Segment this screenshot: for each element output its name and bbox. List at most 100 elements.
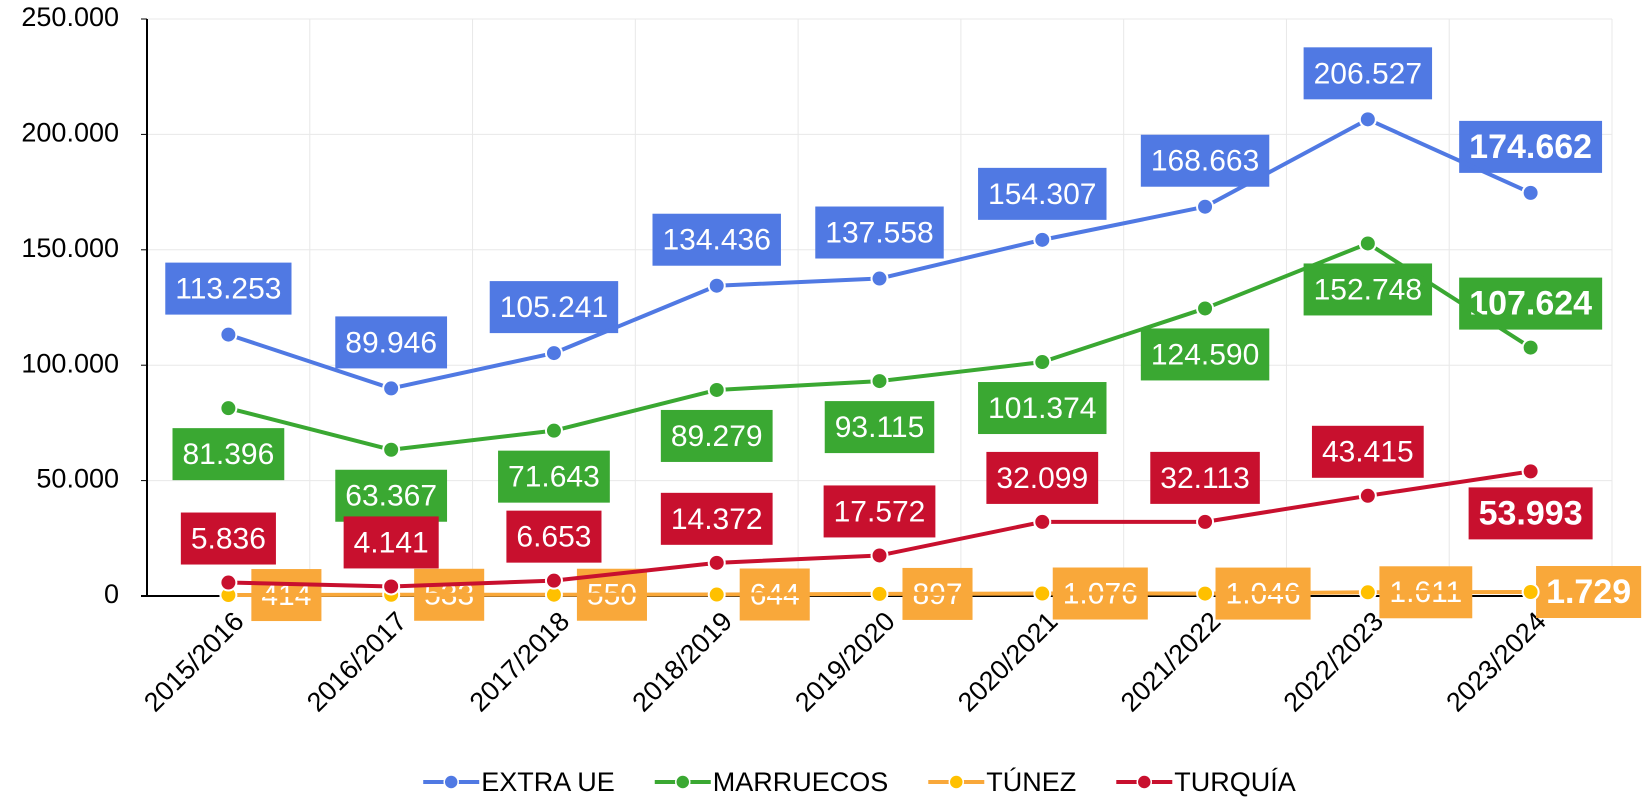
value-label-text: 206.527: [1314, 57, 1422, 90]
value-label-box: [335, 316, 448, 369]
value-label-text: 89.946: [345, 326, 437, 359]
value-label-text: 81.396: [183, 438, 275, 471]
value-label-box: [1459, 277, 1603, 330]
value-label-box: [335, 469, 448, 522]
value-label-box: [1459, 120, 1603, 173]
value-label-box: [660, 492, 773, 545]
point: [1033, 512, 1052, 531]
point: [870, 584, 889, 603]
point: [1358, 486, 1377, 505]
x-tick-label: 2018/2019: [627, 606, 738, 717]
point: [870, 546, 889, 565]
legend-label: MARRUECOS: [713, 767, 889, 797]
value-label-box: [823, 485, 936, 538]
x-tick-label: 2022/2023: [1278, 606, 1389, 717]
y-tick-label: 150.000: [21, 233, 119, 263]
point: [382, 379, 401, 398]
y-tick-label: 0: [104, 579, 119, 609]
value-label: 206.527: [1303, 47, 1433, 100]
point: [707, 276, 726, 295]
point: [1196, 299, 1215, 318]
value-label: 4.141: [343, 516, 439, 569]
value-label-box: [1140, 328, 1270, 381]
value-label-box: [489, 281, 619, 334]
value-label: 14.372: [660, 492, 773, 545]
value-label-text: 93.115: [835, 411, 925, 444]
point: [219, 399, 238, 418]
value-label-box: [172, 428, 285, 481]
value-label-text: 53.993: [1479, 494, 1583, 532]
value-label: 174.662: [1459, 120, 1603, 173]
value-label-box: [660, 409, 773, 462]
legend-marker: [443, 774, 459, 790]
value-label: 93.115: [824, 401, 935, 454]
value-label-text: 174.662: [1469, 128, 1592, 166]
legend: EXTRA UE MARRUECOS TÚNEZ TURQUÍA: [423, 766, 1296, 797]
value-label-text: 154.307: [988, 178, 1096, 211]
value-label-box: [824, 401, 935, 454]
value-label: 154.307: [978, 167, 1107, 220]
point: [870, 269, 889, 288]
value-label-box: [652, 213, 781, 266]
point: [219, 325, 238, 344]
point: [1196, 584, 1215, 603]
point: [1033, 584, 1052, 603]
x-tick-label: 2017/2018: [464, 606, 575, 717]
labels: 113.253 89.946 105.241 134.436 137.558 154.30…: [165, 47, 1642, 622]
value-label-text: 107.624: [1469, 285, 1592, 323]
value-label-text: 32.113: [1160, 462, 1250, 495]
y-tick-label: 200.000: [21, 118, 119, 148]
value-label: 32.113: [1150, 451, 1260, 504]
value-label: 32.099: [986, 451, 1099, 504]
value-label-box: [498, 450, 610, 503]
point: [1358, 583, 1377, 602]
point: [870, 372, 889, 391]
point: [1196, 197, 1215, 216]
point: [707, 553, 726, 572]
value-label: 43.415: [1311, 425, 1424, 478]
point: [1033, 353, 1052, 372]
value-label-text: 32.099: [996, 462, 1088, 495]
value-label-text: 5.836: [191, 522, 266, 555]
value-label-text: 124.590: [1151, 338, 1259, 371]
value-label: 105.241: [489, 281, 619, 334]
value-label: 6.653: [506, 510, 602, 563]
point: [707, 585, 726, 604]
value-label: 124.590: [1140, 328, 1270, 381]
value-label: 113.253: [165, 262, 292, 315]
x-tick-label: 2019/2020: [789, 606, 900, 717]
y-tick-label: 50.000: [36, 464, 119, 494]
value-label-box: [978, 382, 1107, 435]
point: [707, 380, 726, 399]
x-tick-label: 2021/2022: [1115, 606, 1226, 717]
point: [382, 440, 401, 459]
value-label-box: [1536, 566, 1642, 619]
value-label: 53.993: [1468, 487, 1593, 540]
value-label: 81.396: [172, 428, 285, 481]
value-label-text: 6.653: [516, 521, 591, 554]
value-label-text: 101.374: [988, 392, 1096, 425]
x-tick-label: 2023/2024: [1440, 606, 1551, 717]
value-label-box: [1468, 487, 1593, 540]
point: [1196, 512, 1215, 531]
value-label-box: [165, 262, 292, 315]
value-label: 168.663: [1140, 134, 1270, 187]
legend-label: TURQUÍA: [1174, 767, 1296, 797]
y-tick-label: 100.000: [21, 348, 119, 378]
value-label: 107.624: [1459, 277, 1603, 330]
value-label-text: 137.558: [825, 216, 933, 249]
value-label-box: [1303, 47, 1433, 100]
value-label-text: 43.415: [1322, 436, 1414, 469]
point: [219, 573, 238, 592]
point: [1521, 183, 1540, 202]
value-label-text: 168.663: [1151, 145, 1259, 178]
value-label-text: 105.241: [500, 291, 608, 324]
value-label-box: [986, 451, 1099, 504]
value-label-text: 1.729: [1546, 573, 1631, 611]
value-label-text: 71.643: [508, 461, 600, 494]
y-tick-label: 250.000: [21, 2, 119, 32]
value-label-box: [180, 512, 276, 565]
legend-marker: [948, 774, 965, 790]
value-label: 5.836: [180, 512, 276, 565]
value-label: 71.643: [498, 450, 610, 503]
